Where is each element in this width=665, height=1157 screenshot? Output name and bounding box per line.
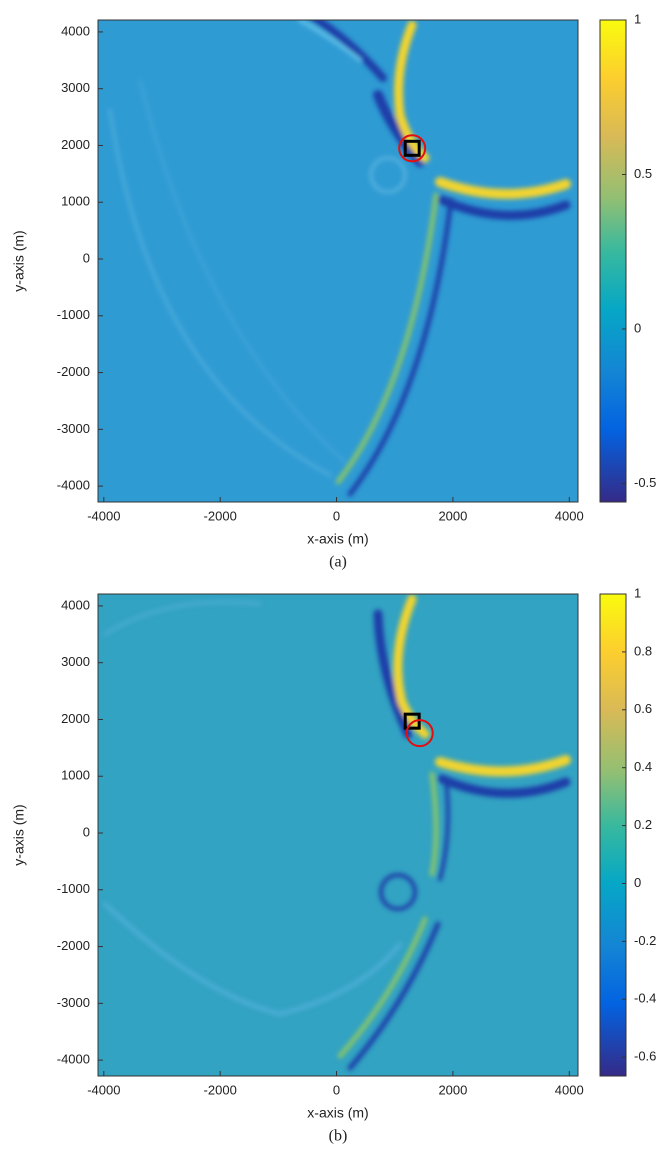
colorbar [599, 593, 627, 1077]
heatmap-background [98, 594, 578, 1076]
y-tick-label: 1000 [61, 768, 90, 783]
heatmap-background [98, 20, 578, 502]
colorbar-tick-label: 1 [634, 11, 641, 26]
panel: -4000 -2000 0 2000 4000 -4000 -3000 -2000 -1000 0… [11, 585, 657, 1144]
panel: -4000 -2000 0 2000 4000 -4000 -3000 -2000 -1000 0… [11, 11, 657, 570]
colorbar-tick-label: 0.4 [634, 759, 652, 774]
plot-frame [97, 593, 579, 1077]
colorbar-tick-label: -0.4 [634, 991, 656, 1006]
x-tick-label: -2000 [204, 508, 237, 523]
plot-frame [97, 19, 579, 503]
y-tick-label: -4000 [57, 1052, 90, 1067]
colorbar-tick-label: 0.6 [634, 701, 652, 716]
y-tick-label: 4000 [61, 597, 90, 612]
x-tick-label: 2000 [438, 1082, 467, 1097]
y-tick-label: 4000 [61, 23, 90, 38]
y-axis-label: y-axis (m) [11, 230, 27, 291]
marker-square [403, 712, 421, 730]
colorbar-tick-label: 1 [634, 585, 641, 600]
wavefield [103, 594, 571, 1071]
x-tick-label: 0 [333, 508, 340, 523]
x-tick-label: 0 [333, 1082, 340, 1097]
marker-circle [405, 719, 434, 748]
colorbar-tick-label: 0 [634, 875, 641, 890]
colorbar-tick-label: 0 [634, 320, 641, 335]
x-tick-label: 4000 [555, 1082, 584, 1097]
x-tick-label: 4000 [555, 508, 584, 523]
y-tick-label: -4000 [57, 478, 90, 493]
y-tick-label: 1000 [61, 194, 90, 209]
x-tick-label: -2000 [204, 1082, 237, 1097]
marker-square [403, 139, 421, 157]
colorbar-tick-label: 0.8 [634, 643, 652, 658]
y-tick-label: 2000 [61, 711, 90, 726]
y-tick-label: 0 [83, 824, 90, 839]
y-tick-label: 3000 [61, 80, 90, 95]
colorbar-tick-label: -0.6 [634, 1049, 656, 1064]
y-axis-label: y-axis (m) [11, 804, 27, 865]
caption: (a) [329, 554, 347, 571]
y-tick-label: -1000 [57, 307, 90, 322]
colorbar-tick-label: 0.2 [634, 817, 652, 832]
y-tick-label: 2000 [61, 137, 90, 152]
caption: (b) [329, 1128, 348, 1145]
y-tick-label: -1000 [57, 881, 90, 896]
y-tick-label: -3000 [57, 421, 90, 436]
y-tick-label: 0 [83, 250, 90, 265]
colorbar-tick-label: 0.5 [634, 166, 652, 181]
colorbar-tick-label: -0.2 [634, 933, 656, 948]
x-axis-label: x-axis (m) [307, 531, 368, 547]
y-tick-label: -2000 [57, 364, 90, 379]
x-tick-label: -4000 [87, 508, 120, 523]
y-tick-label: -2000 [57, 938, 90, 953]
y-tick-label: -3000 [57, 995, 90, 1010]
colorbar [599, 19, 627, 503]
y-tick-label: 3000 [61, 654, 90, 669]
x-axis-label: x-axis (m) [307, 1105, 368, 1121]
colorbar-tick-label: -0.5 [634, 475, 656, 490]
marker-circle [398, 134, 427, 163]
x-tick-label: -4000 [87, 1082, 120, 1097]
x-tick-label: 2000 [438, 508, 467, 523]
